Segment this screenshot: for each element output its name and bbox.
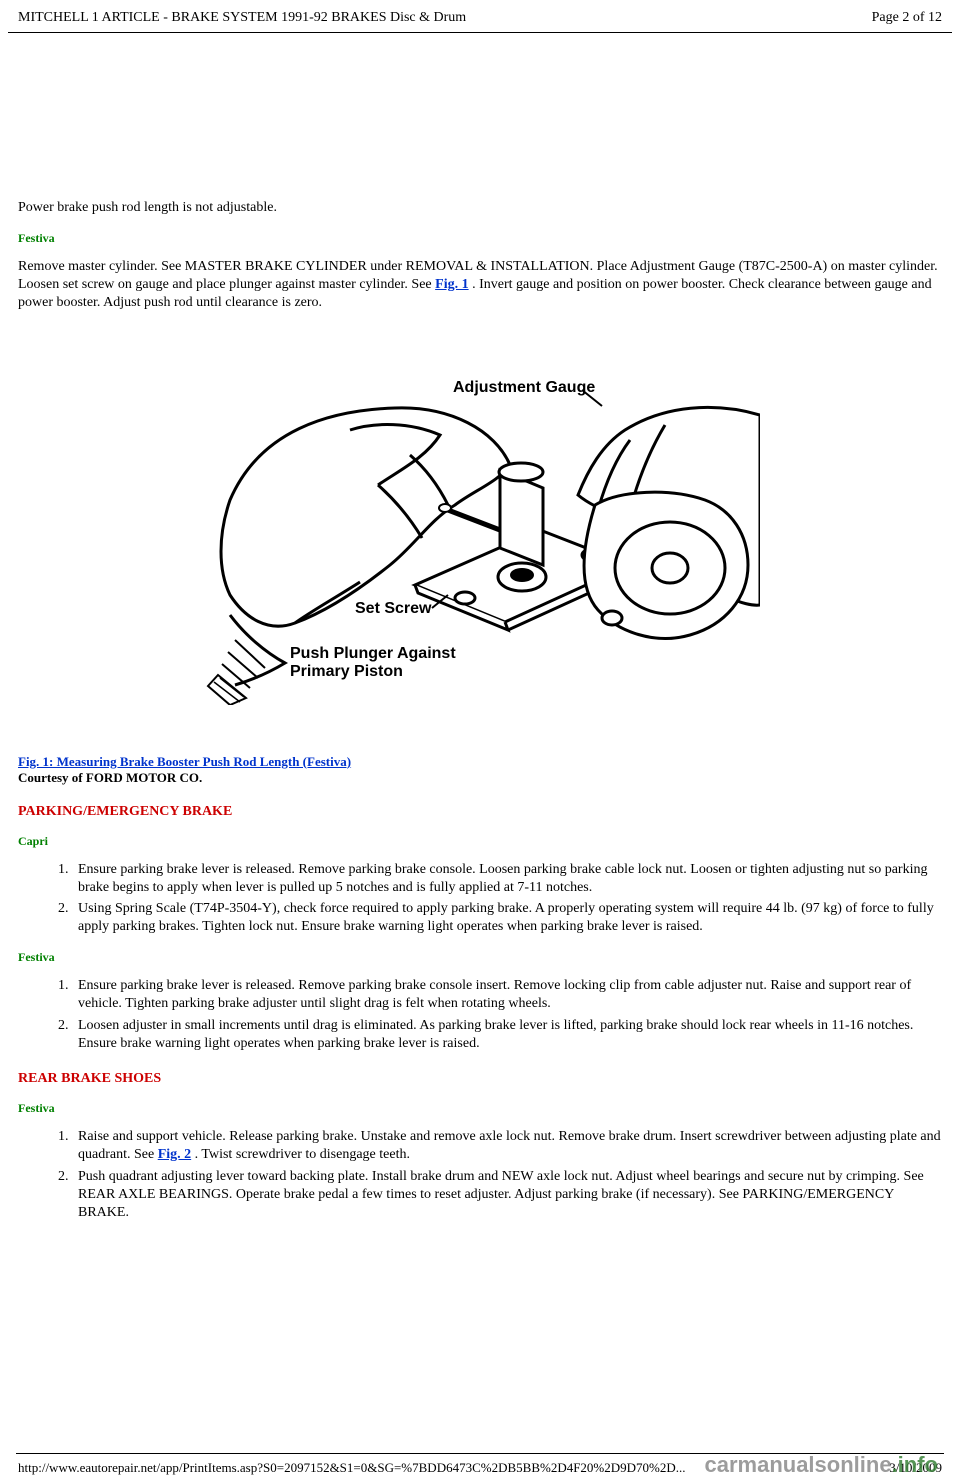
- figure-1: Adjustment Gauge: [18, 360, 942, 710]
- fig1-inline-link[interactable]: Fig. 1: [435, 277, 468, 292]
- figure-1-svg: Adjustment Gauge: [200, 360, 760, 705]
- label-adjustment-gauge: Adjustment Gauge: [453, 379, 595, 396]
- content-area: Power brake push rod length is not adjus…: [0, 33, 960, 1221]
- top-whitespace: [18, 35, 942, 199]
- festiva-subheading-2: Festiva: [18, 950, 942, 965]
- fig2-inline-link[interactable]: Fig. 2: [158, 1147, 191, 1162]
- festiva-intro-paragraph: Remove master cylinder. See MASTER BRAKE…: [18, 258, 942, 312]
- label-primary-piston: Primary Piston: [290, 663, 403, 680]
- capri-item-1: Ensure parking brake lever is released. …: [72, 861, 942, 897]
- rear-item-1: Raise and support vehicle. Release parki…: [72, 1128, 942, 1164]
- label-push-plunger: Push Plunger Against: [290, 645, 456, 662]
- page-footer: http://www.eautorepair.net/app/PrintItem…: [0, 1454, 960, 1476]
- fig1-caption-link[interactable]: Fig. 1: Measuring Brake Booster Push Rod…: [18, 754, 351, 769]
- label-set-screw: Set Screw: [355, 600, 432, 617]
- rear-item-1-post: . Twist screwdriver to disengage teeth.: [191, 1147, 410, 1162]
- page-header: MITCHELL 1 ARTICLE - BRAKE SYSTEM 1991-9…: [0, 0, 960, 32]
- footer-url: http://www.eautorepair.net/app/PrintItem…: [18, 1460, 686, 1476]
- figure-1-caption: Fig. 1: Measuring Brake Booster Push Rod…: [18, 754, 942, 786]
- festiva-subheading-1: Festiva: [18, 231, 942, 246]
- capri-item-2: Using Spring Scale (T74P-3504-Y), check …: [72, 900, 942, 936]
- rear-list: Raise and support vehicle. Release parki…: [72, 1128, 942, 1222]
- header-title: MITCHELL 1 ARTICLE - BRAKE SYSTEM 1991-9…: [18, 10, 466, 26]
- capri-list: Ensure parking brake lever is released. …: [72, 861, 942, 937]
- footer-date: 3/10/2009: [889, 1460, 942, 1476]
- festiva-subheading-3: Festiva: [18, 1101, 942, 1116]
- parking-heading: PARKING/EMERGENCY BRAKE: [18, 804, 942, 820]
- rear-item-2: Push quadrant adjusting lever toward bac…: [72, 1168, 942, 1222]
- header-page-label: Page 2 of 12: [872, 10, 942, 26]
- rear-heading: REAR BRAKE SHOES: [18, 1071, 942, 1087]
- fig1-courtesy: Courtesy of FORD MOTOR CO.: [18, 770, 942, 786]
- festiva2-item-2: Loosen adjuster in small increments unti…: [72, 1017, 942, 1053]
- festiva2-item-1: Ensure parking brake lever is released. …: [72, 977, 942, 1013]
- capri-subheading: Capri: [18, 834, 942, 849]
- festiva2-list: Ensure parking brake lever is released. …: [72, 977, 942, 1053]
- intro-paragraph: Power brake push rod length is not adjus…: [18, 199, 942, 217]
